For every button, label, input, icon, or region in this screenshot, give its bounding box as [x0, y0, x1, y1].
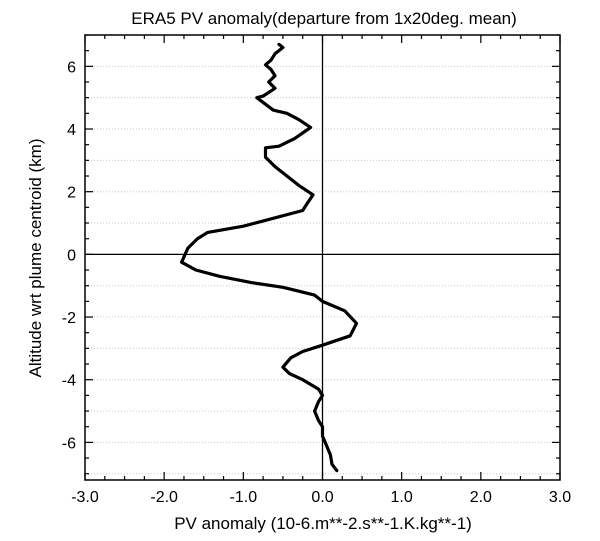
y-tick-label: -6 [62, 435, 76, 452]
plot-area: -3.0 -2.0 -1.0 0.0 1.0 2.0 3.0 -6 -4 -2 0 2 4 6 [62, 34, 571, 506]
y-tick-label: -4 [62, 373, 76, 390]
y-tick-label: 0 [67, 247, 76, 264]
x-tick-label: 0.0 [311, 489, 333, 506]
x-tick-label: -1.0 [230, 489, 258, 506]
x-tick-label: -2.0 [150, 489, 178, 506]
series-line [180, 42, 359, 473]
y-tick-label: -2 [62, 310, 76, 327]
x-tick-label: 3.0 [549, 489, 571, 506]
plot-frame [84, 34, 561, 481]
x-tick-label: 1.0 [391, 489, 413, 506]
x-tick-label: -3.0 [71, 489, 99, 506]
x-tick-label: 2.0 [470, 489, 492, 506]
y-tick-label: 6 [67, 59, 76, 76]
y-tick-label: 2 [67, 185, 76, 202]
x-axis-label: PV anomaly (10-6.m**-2.s**-1.K.kg**-1) [174, 514, 472, 533]
y-tick-label: 4 [67, 122, 76, 139]
y-axis-label: Altitude wrt plume centroid (km) [26, 138, 45, 377]
chart-title: ERA5 PV anomaly(departure from 1x20deg. … [131, 9, 517, 28]
